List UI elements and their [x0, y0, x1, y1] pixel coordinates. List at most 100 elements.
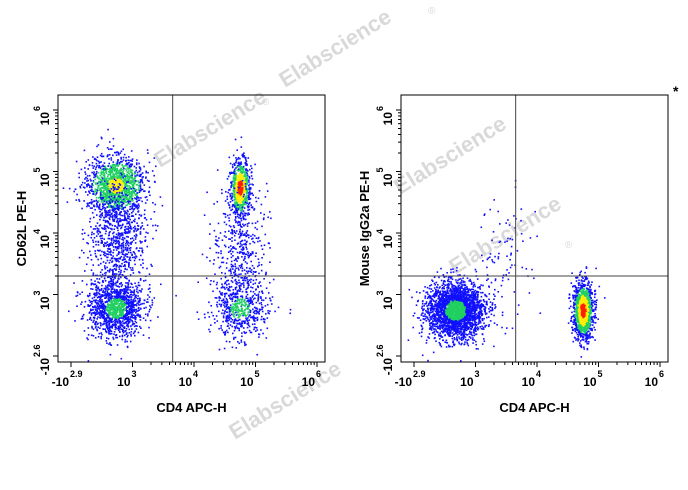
event-dot-pop-5 — [242, 282, 245, 284]
event-dot-pop-1 — [122, 258, 125, 261]
event-dot-pop-4 — [221, 272, 223, 274]
event-dot-pop-2 — [109, 297, 112, 300]
event-dot-pop-4 — [244, 239, 246, 242]
event-dot-pop-4 — [240, 240, 243, 242]
event-dot-pop-1 — [94, 306, 96, 308]
event-dot-pop-0 — [88, 191, 90, 193]
event-dot-pop-0 — [115, 202, 118, 204]
event-dot-pop-2 — [76, 291, 79, 293]
event-dot-pop-0 — [139, 175, 142, 178]
event-dot-pop-0 — [99, 154, 102, 157]
event-dot-pop-1 — [130, 188, 132, 190]
event-dot-pop-4 — [228, 156, 231, 159]
event-dot-pop-1 — [101, 234, 103, 237]
event-dot-pop-2 — [114, 296, 117, 299]
event-dot-pop-1 — [100, 240, 103, 242]
event-dot-pop-3 — [243, 171, 245, 174]
event-dot-pop-0 — [102, 195, 104, 197]
event-dot-pop-5 — [243, 322, 246, 324]
event-dot-pop-3 — [245, 169, 248, 171]
event-dot-pop-2 — [108, 311, 111, 313]
event-dot-pop-5 — [252, 316, 254, 318]
event-dot-pop-1 — [120, 245, 123, 247]
event-dot-pop-1 — [131, 256, 134, 259]
event-dot-pop-2 — [133, 323, 136, 325]
event-dot-pop-2 — [93, 283, 95, 286]
event-dot-pop-4 — [217, 252, 220, 254]
event-dot-pop-4 — [231, 300, 234, 302]
event-dot-pop-4 — [231, 264, 234, 267]
event-dot-pop-5 — [225, 329, 228, 332]
event-dot-pop-0 — [116, 187, 118, 189]
event-dot-pop-4 — [246, 282, 249, 285]
event-dot-pop-0 — [92, 193, 95, 195]
event-dot-pop-4 — [237, 224, 240, 226]
event-dot-pop-1 — [117, 160, 119, 162]
event-dot-pop-1 — [104, 232, 107, 235]
event-dot-pop-4 — [249, 311, 252, 314]
event-dot-pop-0 — [105, 172, 108, 174]
event-dot-pop-1 — [133, 230, 135, 233]
event-dot-pop-1 — [129, 256, 131, 259]
event-dot-pop-2 — [99, 324, 102, 327]
event-dot-pop-3 — [246, 174, 249, 176]
event-dot-pop-0 — [108, 188, 111, 191]
event-dot-pop-4 — [249, 242, 251, 245]
event-dot-pop-5 — [251, 296, 254, 298]
event-dot-pop-5 — [246, 317, 249, 319]
event-dot-pop-3 — [240, 192, 243, 195]
event-dot-pop-3 — [241, 168, 244, 170]
event-dot-pop-4 — [221, 239, 224, 241]
event-dot-pop-3 — [246, 177, 249, 179]
event-dot-pop-2 — [103, 294, 105, 297]
event-dot-pop-2 — [133, 289, 136, 291]
event-dot-pop-4 — [243, 279, 245, 282]
event-dot-pop-1 — [119, 256, 122, 259]
event-dot-pop-4 — [239, 246, 241, 248]
event-dot-pop-2 — [106, 321, 109, 324]
event-dot-pop-3 — [240, 189, 242, 191]
event-dot-pop-2 — [148, 310, 150, 313]
event-dot-pop-1 — [127, 200, 129, 203]
event-dot-pop-5 — [241, 310, 243, 312]
event-dot-pop-5 — [272, 278, 275, 281]
event-dot-pop-4 — [238, 273, 240, 276]
event-dot-pop-3 — [251, 206, 254, 208]
event-dot-pop-1 — [109, 211, 111, 213]
event-dot-pop-0 — [131, 190, 134, 193]
event-dot-pop-0 — [126, 179, 128, 182]
event-dot-pop-4 — [225, 262, 228, 264]
event-dot-pop-2 — [117, 314, 119, 317]
event-dot-pop-1 — [105, 213, 108, 216]
event-dot-pop-0 — [109, 141, 111, 143]
event-dot-pop-5 — [229, 297, 231, 299]
event-dot-pop-4 — [231, 346, 234, 349]
event-dot-pop-0 — [133, 202, 135, 205]
event-dot-pop-5 — [243, 305, 246, 307]
event-dot-pop-3 — [240, 176, 242, 179]
event-dot-pop-5 — [204, 316, 206, 319]
event-dot-pop-1 — [109, 251, 112, 253]
event-dot-pop-1 — [92, 190, 94, 193]
event-dot-pop-1 — [122, 176, 124, 179]
event-dot-pop-2 — [103, 308, 106, 310]
event-dot-pop-4 — [260, 269, 263, 272]
event-dot-pop-1 — [117, 245, 119, 248]
event-dot-pop-3 — [240, 200, 243, 202]
event-dot-pop-4 — [255, 252, 257, 254]
event-dot-pop-2 — [106, 286, 108, 289]
event-dot-pop-3 — [241, 189, 243, 191]
event-dot-pop-2 — [101, 300, 104, 303]
event-dot-pop-4 — [270, 217, 272, 220]
event-dot-pop-3 — [241, 173, 243, 176]
event-dot-pop-1 — [108, 232, 110, 234]
event-dot-pop-0 — [138, 184, 140, 187]
event-dot-pop-2 — [91, 282, 94, 285]
event-dot-pop-4 — [227, 251, 230, 253]
event-dot-pop-2 — [110, 308, 113, 311]
event-dot-pop-3 — [245, 175, 247, 177]
event-dot-pop-2 — [111, 296, 113, 299]
event-dot-pop-0 — [102, 190, 105, 192]
event-dot-pop-0 — [114, 181, 117, 183]
event-dot-pop-1 — [76, 193, 78, 196]
